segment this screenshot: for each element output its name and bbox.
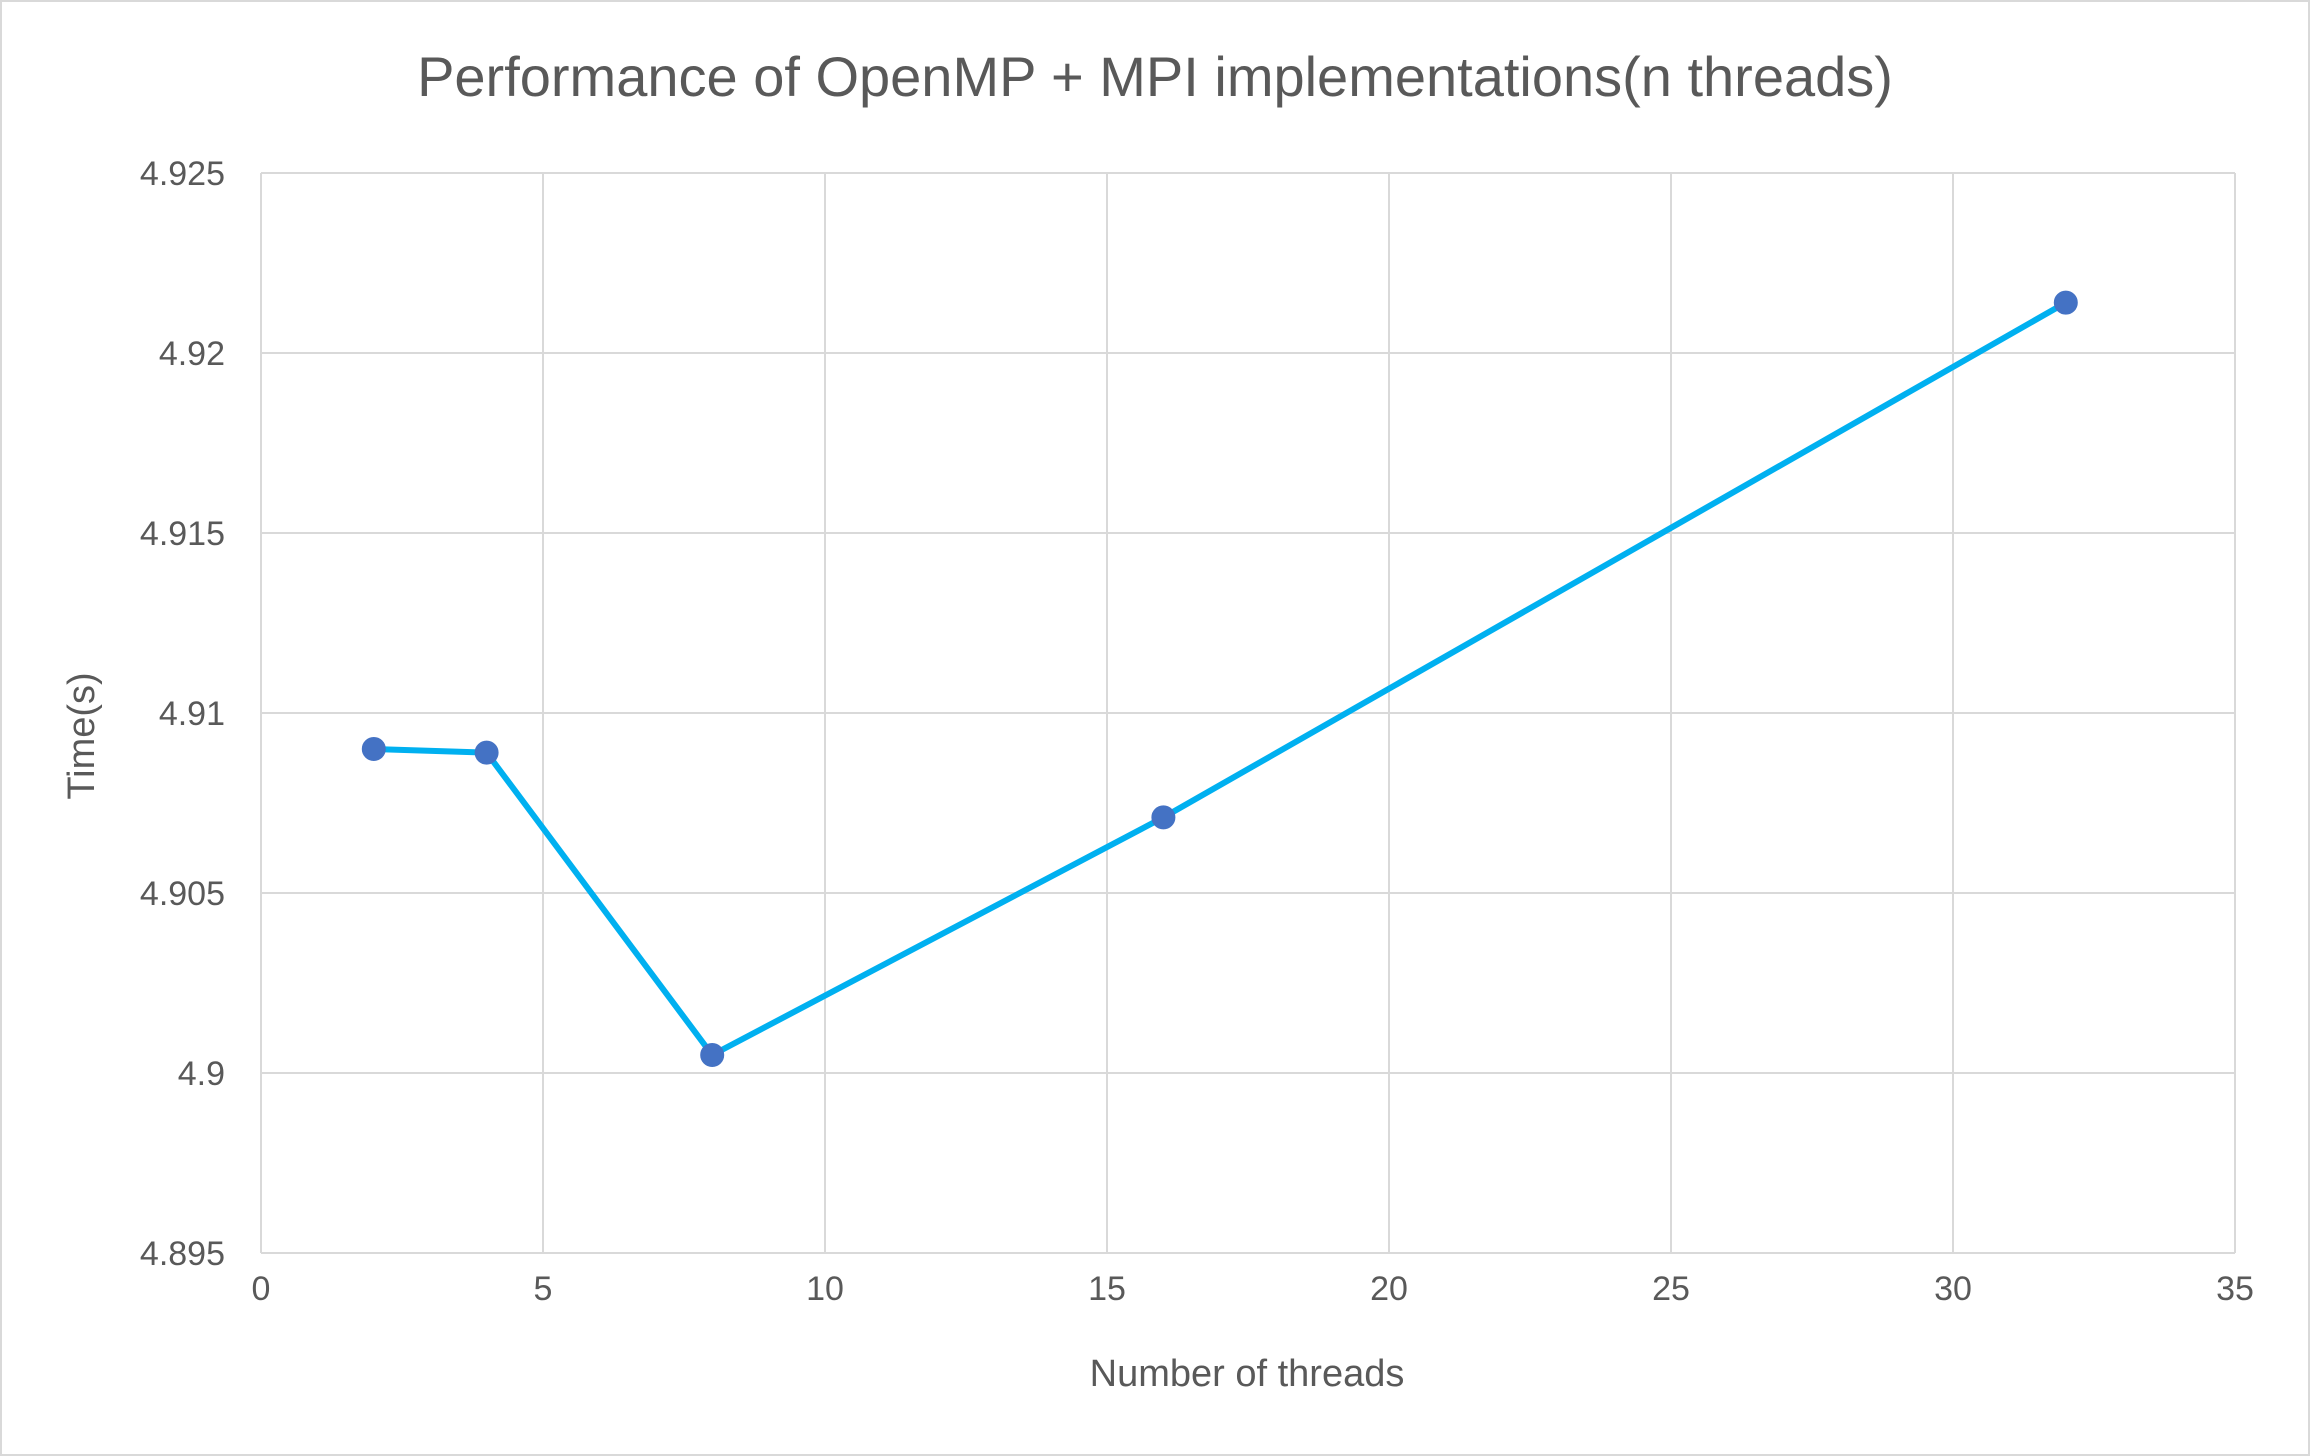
data-point	[474, 740, 499, 765]
tick-labels: 0 5 10 15 20 25 30 35 4.895 4.9 4.905 4.91 4.915 4.92…	[140, 155, 2254, 1308]
x-tick-label: 30	[1934, 1270, 1972, 1308]
x-tick-label: 0	[252, 1270, 271, 1308]
y-tick-label: 4.92	[159, 335, 225, 373]
chart-title: Performance of OpenMP + MPI implementati…	[417, 45, 1893, 108]
y-tick-label: 4.895	[140, 1235, 225, 1273]
x-tick-label: 10	[806, 1270, 844, 1308]
data-point	[2053, 290, 2078, 315]
grid-lines	[260, 172, 2236, 1254]
data-point	[361, 737, 386, 761]
y-axis-label: Time(s)	[61, 672, 103, 799]
y-tick-label: 4.925	[140, 155, 225, 193]
data-series	[361, 290, 2078, 1067]
y-tick-label: 4.91	[159, 695, 225, 733]
x-tick-label: 5	[534, 1270, 553, 1308]
x-tick-label: 35	[2216, 1270, 2254, 1308]
data-point	[700, 1043, 725, 1067]
series-line	[370, 299, 2069, 1058]
y-tick-label: 4.905	[140, 875, 225, 913]
x-tick-label: 25	[1652, 1270, 1690, 1308]
data-point	[1151, 805, 1176, 830]
y-tick-label: 4.915	[140, 515, 225, 553]
axes	[260, 173, 2235, 1254]
x-axis-label: Number of threads	[1090, 1353, 1405, 1395]
y-tick-label: 4.9	[178, 1055, 225, 1093]
x-tick-label: 15	[1088, 1270, 1126, 1308]
x-tick-label: 20	[1370, 1270, 1408, 1308]
